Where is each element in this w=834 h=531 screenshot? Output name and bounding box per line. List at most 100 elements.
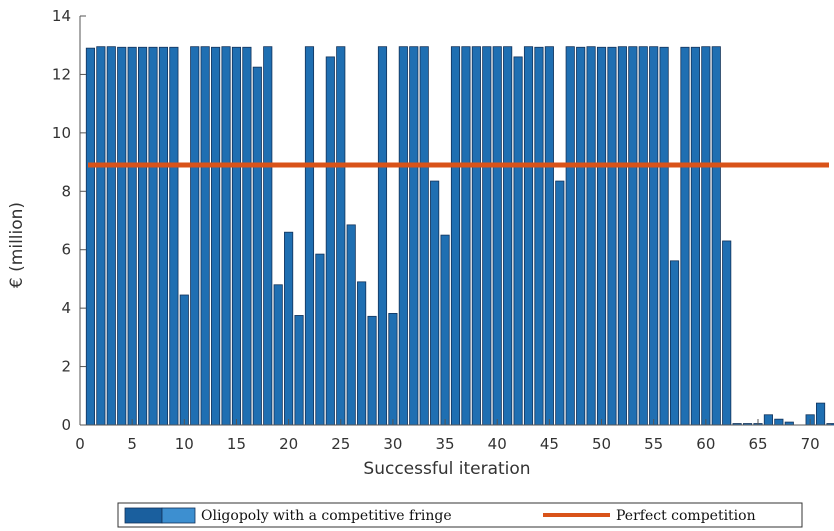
bar-14	[221, 46, 231, 426]
x-tick-label: 45	[540, 435, 559, 453]
bar-59	[690, 46, 700, 426]
x-tick-label: 55	[644, 435, 663, 453]
legend: Oligopoly with a competitive fringe Perf…	[117, 502, 803, 528]
bar-4	[117, 46, 127, 426]
bar-60	[701, 46, 711, 426]
bar-51	[607, 46, 617, 426]
bar-61	[711, 46, 721, 426]
x-tick-label: 20	[279, 435, 298, 453]
y-tick-label: 0	[61, 416, 71, 434]
bar-37	[461, 46, 471, 426]
bar-54	[638, 46, 648, 426]
bar-56	[659, 46, 669, 426]
bar-22	[304, 46, 315, 426]
bar-11	[190, 46, 200, 426]
bar-28	[367, 315, 377, 426]
y-tick-label: 4	[61, 299, 71, 317]
bar-46	[555, 180, 565, 426]
bar-27	[357, 281, 367, 426]
bar-45	[544, 46, 554, 426]
x-tick-label: 70	[801, 435, 820, 453]
legend-box	[117, 502, 803, 528]
bar-5	[127, 46, 137, 426]
bar-13	[211, 46, 221, 426]
bar-36	[450, 46, 461, 426]
bar-43	[523, 46, 534, 426]
x-tick-label: 65	[748, 435, 767, 453]
bar-31	[398, 46, 408, 426]
bar-41	[503, 46, 513, 426]
bars-layer	[85, 46, 834, 426]
x-tick-label: 60	[696, 435, 715, 453]
bar-19	[273, 284, 283, 426]
x-tick-label: 15	[227, 435, 246, 453]
bar-48	[576, 46, 586, 426]
y-tick-label: 12	[52, 65, 71, 83]
x-tick-label: 5	[127, 435, 137, 453]
bar-32	[409, 46, 419, 426]
bar-24	[325, 56, 335, 426]
bar-29	[377, 46, 388, 426]
y-axis-title: € (million)	[7, 202, 27, 288]
x-ticks: 0 5 10 15 20 25 30 35 40 45 50 55 60 65 70	[75, 419, 820, 453]
bar-50	[596, 46, 607, 426]
bar-6	[138, 46, 148, 426]
bar-15	[231, 46, 242, 426]
y-tick-label: 2	[61, 358, 71, 376]
legend-label-perfect-competition: Perfect competition	[616, 508, 756, 524]
bar-55	[649, 46, 659, 426]
bar-47	[565, 46, 575, 426]
y-ticks: 0 2 4 6 8 10 12 14	[52, 7, 86, 434]
bar-2	[96, 46, 106, 426]
x-tick-label: 10	[175, 435, 194, 453]
legend-swatch-oligopoly	[124, 507, 163, 524]
bar-44	[534, 46, 544, 426]
bar-53	[628, 46, 638, 426]
x-tick-label: 25	[331, 435, 350, 453]
bar-42	[513, 56, 523, 426]
bar-40	[492, 46, 502, 426]
bar-18	[263, 46, 273, 426]
bar-12	[200, 46, 210, 426]
bar-30	[388, 312, 398, 426]
bar-57	[669, 260, 680, 426]
bar-21	[294, 315, 304, 426]
bar-8	[158, 46, 169, 426]
bar-58	[680, 46, 690, 426]
legend-label-oligopoly: Oligopoly with a competitive fringe	[201, 508, 452, 524]
x-tick-label: 50	[592, 435, 611, 453]
bar-10	[179, 294, 189, 426]
bar-1	[85, 47, 96, 426]
bar-7	[148, 46, 158, 426]
bar-3	[106, 46, 116, 426]
bar-20	[284, 231, 294, 426]
x-tick-label: 40	[488, 435, 507, 453]
x-tick-label: 30	[383, 435, 402, 453]
x-axis-title: Successful iteration	[363, 459, 530, 479]
bar-25	[336, 46, 346, 426]
bar-17	[252, 66, 262, 426]
bar-71	[816, 402, 826, 426]
bar-52	[617, 46, 627, 426]
y-tick-label: 6	[61, 241, 71, 259]
bar-39	[482, 46, 492, 426]
bar-67	[774, 418, 784, 426]
x-tick-label: 35	[436, 435, 455, 453]
bar-38	[471, 46, 481, 426]
bar-9	[169, 46, 179, 426]
bar-66	[763, 414, 773, 426]
legend-swatch-oligopoly-light	[161, 507, 196, 524]
y-tick-label: 8	[61, 182, 71, 200]
bar-62	[722, 240, 732, 426]
bar-23	[315, 253, 325, 426]
bar-16	[242, 46, 252, 426]
bar-49	[586, 46, 596, 426]
y-tick-label: 14	[52, 7, 71, 25]
bar-35	[440, 234, 450, 426]
bar-34	[430, 180, 440, 426]
x-tick-label: 0	[75, 435, 85, 453]
bar-33	[419, 46, 429, 426]
bar-26	[346, 224, 356, 426]
y-tick-label: 10	[52, 124, 71, 142]
